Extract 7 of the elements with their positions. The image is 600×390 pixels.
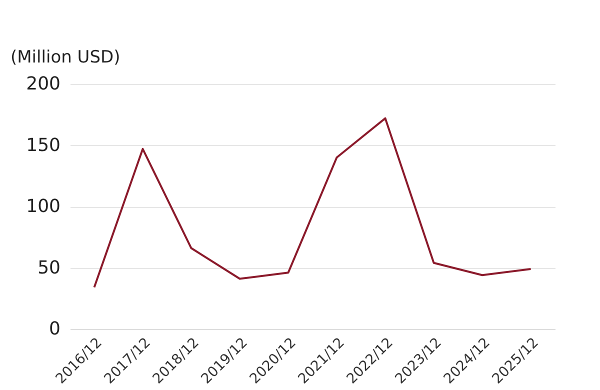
line-series [93, 117, 532, 288]
y-axis-title: (Million USD) [10, 48, 120, 68]
y-tick-label: 100 [26, 196, 60, 217]
y-tick-label: 200 [26, 74, 60, 94]
y-tick-label: 0 [49, 318, 60, 340]
y-tick-label: 150 [26, 134, 60, 156]
y-tick-label: 50 [38, 257, 60, 278]
